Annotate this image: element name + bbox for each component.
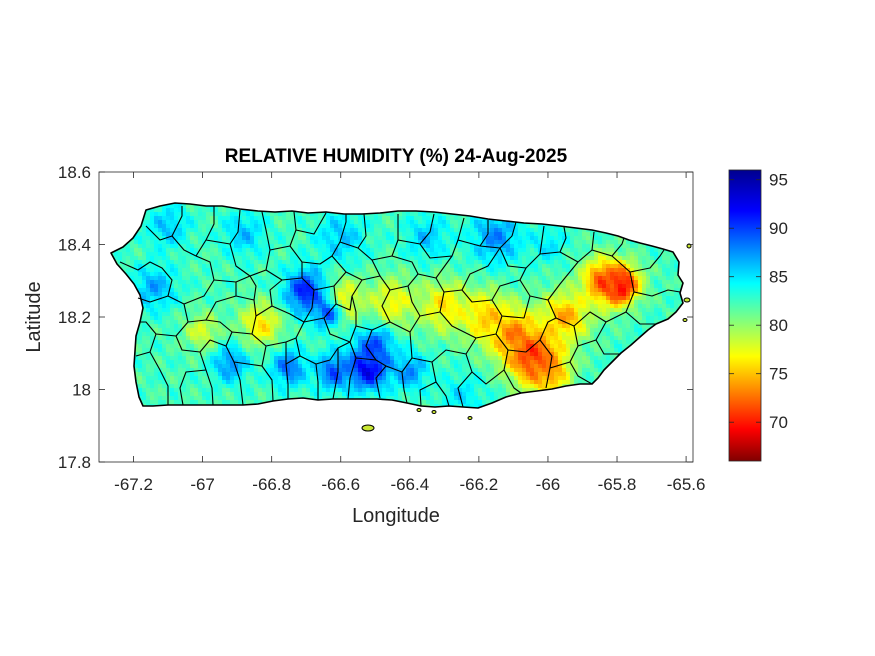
- islets: [361, 243, 692, 432]
- colorbar-ticks: 70 75 80 85 90 95: [729, 171, 788, 432]
- y-tick-label: 18: [72, 381, 91, 400]
- x-tick-label: -66.4: [390, 475, 429, 494]
- island-outline: [110, 202, 684, 409]
- x-axis: -67.2 -67 -66.8 -66.6 -66.4 -66.2 -66 -65.8 -65.…: [114, 172, 705, 494]
- municipality-boundaries: [119, 206, 681, 408]
- colorbar: [728, 169, 762, 462]
- x-tick-label: -66.8: [252, 475, 291, 494]
- x-tick-label: -67.2: [114, 475, 153, 494]
- colorbar-tick-label: 70: [769, 413, 788, 432]
- colorbar-tick-label: 85: [769, 268, 788, 287]
- y-tick-label: 18.6: [58, 163, 91, 182]
- colorbar-tick-label: 80: [769, 316, 788, 335]
- y-tick-label: 17.8: [58, 453, 91, 472]
- x-tick-label: -65.8: [598, 475, 637, 494]
- x-tick-label: -65.6: [667, 475, 706, 494]
- colorbar-tick-label: 75: [769, 365, 788, 384]
- y-axis-label: Latitude: [23, 281, 45, 352]
- y-tick-label: 18.4: [58, 236, 91, 255]
- x-tick-label: -66: [536, 475, 561, 494]
- x-tick-label: -66.6: [321, 475, 360, 494]
- y-axis: 17.8 18 18.2 18.4 18.6: [58, 163, 693, 472]
- y-tick-label: 18.2: [58, 308, 91, 327]
- colorbar-tick-label: 95: [769, 171, 788, 190]
- x-tick-label: -67: [190, 475, 215, 494]
- chart-title: RELATIVE HUMIDITY (%) 24-Aug-2025: [225, 146, 568, 167]
- x-axis-label: Longitude: [352, 505, 440, 527]
- colorbar-tick-label: 90: [769, 219, 788, 238]
- x-tick-label: -66.2: [460, 475, 499, 494]
